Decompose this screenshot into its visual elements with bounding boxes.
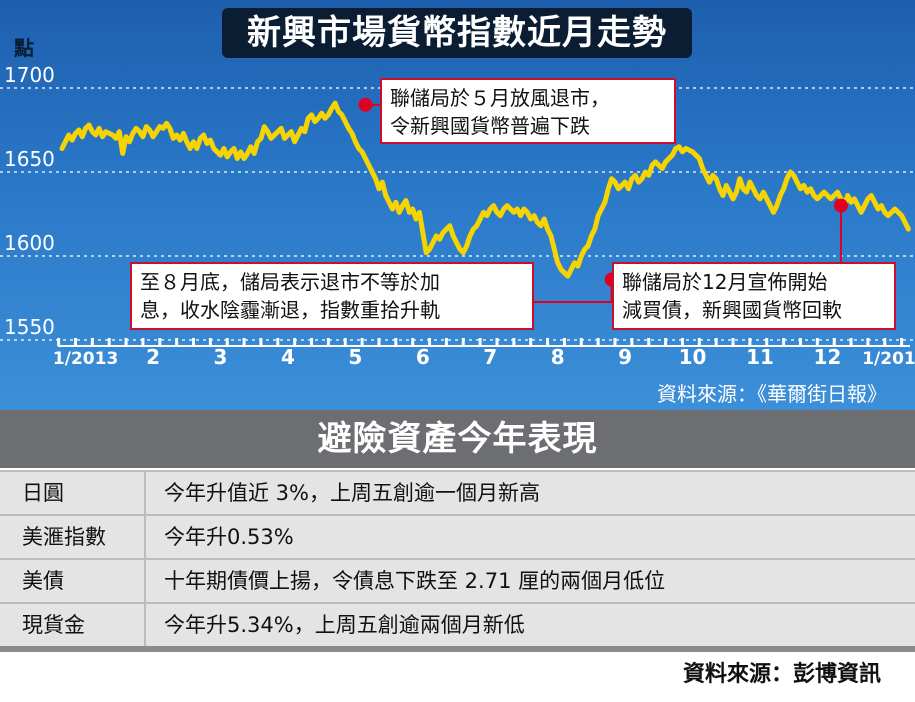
asset-name: 現貨金	[0, 604, 146, 646]
event-marker	[833, 198, 848, 213]
safe-haven-table: 避險資產今年表現 日圓 今年升值近 3%，上周五創逾一個月新高 美滙指數 今年升…	[0, 410, 915, 702]
annotation-aug-line-2: 息，收水陰霾漸退，指數重拾升軌	[140, 298, 440, 322]
table-row: 現貨金 今年升5.34%，上周五創逾兩個月新低	[0, 602, 915, 646]
asset-performance: 十年期債價上揚，令債息下跌至 2.71 厘的兩個月低位	[164, 569, 666, 593]
annotation-may-line-2: 令新興國貨幣普遍下跌	[390, 114, 590, 138]
asset-performance: 今年升5.34%，上周五創逾兩個月新低	[164, 613, 525, 637]
line-chart: 點 1550 1600 1650 1700 1/2013 2 3 4 5 6 7 8 9 10 11 12 1/2…	[4, 36, 915, 369]
asset-performance: 今年升值近 3%，上周五創逾一個月新高	[164, 481, 540, 505]
annotation-dec-line-1: 聯儲局於12月宣佈開始	[622, 270, 828, 294]
chart-panel: 點 1550 1600 1650 1700 1/2013 2 3 4 5 6 7 8 9 10 11 12 1/2…	[0, 0, 915, 410]
asset-name: 美債	[0, 560, 146, 602]
annotation-connector	[534, 279, 613, 303]
annotation-may: 聯儲局於５月放風退市， 令新興國貨幣普遍下跌	[380, 78, 676, 144]
series-line	[59, 100, 911, 279]
table-row: 日圓 今年升值近 3%，上周五創逾一個月新高	[0, 470, 915, 514]
x-tick-label: 12	[814, 345, 842, 369]
x-tick-label: 6	[416, 345, 430, 369]
annotation-dec: 聯儲局於12月宣佈開始 減買債，新興國貨幣回軟	[612, 262, 896, 330]
chart-source: 資料來源：《華爾街日報》	[657, 382, 887, 406]
y-tick-label: 1550	[4, 315, 55, 339]
y-tick-label: 1700	[4, 63, 55, 87]
x-tick-label: 4	[281, 345, 295, 369]
x-tick-label: 10	[679, 345, 707, 369]
x-tick-label: 11	[746, 345, 774, 369]
asset-name: 日圓	[0, 472, 146, 514]
annotation-aug-line-1: 至８月底，儲局表示退市不等於加	[140, 270, 440, 294]
x-tick-label: 7	[483, 345, 497, 369]
table-title: 避險資產今年表現	[0, 410, 915, 468]
x-tick-label: 5	[348, 345, 362, 369]
event-marker	[358, 97, 373, 112]
y-axis-label: 點	[14, 36, 34, 60]
table-row: 美滙指數 今年升0.53%	[0, 514, 915, 558]
x-tick-label: 1/2014	[862, 349, 915, 369]
x-tick-label: 9	[618, 345, 632, 369]
table-bottom-bar	[0, 646, 915, 652]
annotation-dec-line-2: 減買債，新興國貨幣回軟	[622, 298, 842, 322]
asset-performance: 今年升0.53%	[164, 525, 294, 549]
asset-name: 美滙指數	[0, 516, 146, 558]
annotation-aug: 至８月底，儲局表示退市不等於加 息，收水陰霾漸退，指數重拾升軌	[130, 262, 534, 330]
annotation-may-line-1: 聯儲局於５月放風退市，	[390, 86, 610, 110]
y-tick-label: 1650	[4, 147, 55, 171]
y-tick-label: 1600	[4, 231, 55, 255]
x-tick-label: 8	[551, 345, 565, 369]
chart-title: 新興市場貨幣指數近月走勢	[222, 8, 692, 58]
x-tick-label: 3	[214, 345, 228, 369]
x-tick-label: 1/2013	[53, 349, 118, 369]
table-row: 美債 十年期債價上揚，令債息下跌至 2.71 厘的兩個月低位	[0, 558, 915, 602]
x-tick-label: 2	[146, 345, 160, 369]
table-source: 資料來源：彭博資訊	[682, 662, 881, 687]
